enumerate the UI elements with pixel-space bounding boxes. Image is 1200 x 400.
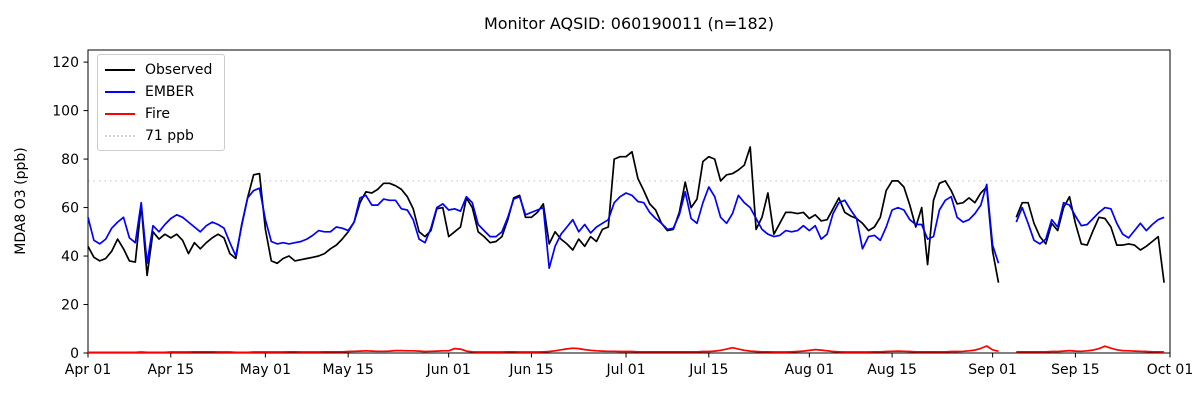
chart-title: Monitor AQSID: 060190011 (n=182) (483, 14, 775, 33)
y-tick-label: 120 (52, 55, 79, 71)
legend-item-threshold: 71 ppb (105, 127, 212, 144)
ember-line (1015, 201, 1165, 245)
legend-label: EMBER (145, 83, 195, 100)
x-tick-label: Aug 15 (867, 362, 917, 378)
fire-line-swatch-icon (105, 112, 135, 115)
x-tick-label: May 15 (323, 362, 374, 378)
threshold-line-swatch-icon (105, 134, 135, 137)
x-tick-label: Sep 15 (1051, 362, 1100, 378)
y-tick-label: 40 (61, 249, 79, 265)
y-tick-label: 80 (61, 152, 79, 168)
x-tick-label: Jul 15 (688, 362, 728, 378)
ember-line (87, 183, 1000, 270)
observed-line-swatch-icon (105, 68, 135, 71)
x-tick-label: Oct 01 (1147, 362, 1193, 378)
x-tick-label: Apr 15 (148, 362, 194, 378)
x-tick-label: Aug 01 (785, 362, 835, 378)
x-tick-label: Jun 15 (508, 362, 553, 378)
observed-line (1015, 195, 1165, 283)
legend-item-ember: EMBER (105, 83, 212, 100)
ember-line-swatch-icon (105, 90, 135, 93)
legend-label: Observed (145, 61, 213, 78)
x-tick-label: May 01 (240, 362, 291, 378)
legend-label: Fire (145, 105, 170, 122)
y-tick-label: 60 (61, 201, 79, 217)
x-tick-label: Jun 01 (426, 362, 471, 378)
y-tick-label: 100 (52, 104, 79, 120)
fire-line (88, 345, 999, 354)
fire-line (1016, 345, 1165, 353)
legend-item-fire: Fire (105, 105, 212, 122)
axes-spines (87, 49, 1171, 354)
x-tick-label: Sep 01 (968, 362, 1017, 378)
y-tick-label: 0 (70, 346, 79, 362)
legend: Observed EMBER Fire 71 ppb (97, 54, 226, 151)
legend-item-observed: Observed (105, 61, 213, 78)
x-tick-label: Apr 01 (65, 362, 111, 378)
x-tick-label: Jul 01 (605, 362, 645, 378)
legend-label: 71 ppb (145, 127, 194, 144)
y-tick-label: 20 (61, 298, 79, 314)
